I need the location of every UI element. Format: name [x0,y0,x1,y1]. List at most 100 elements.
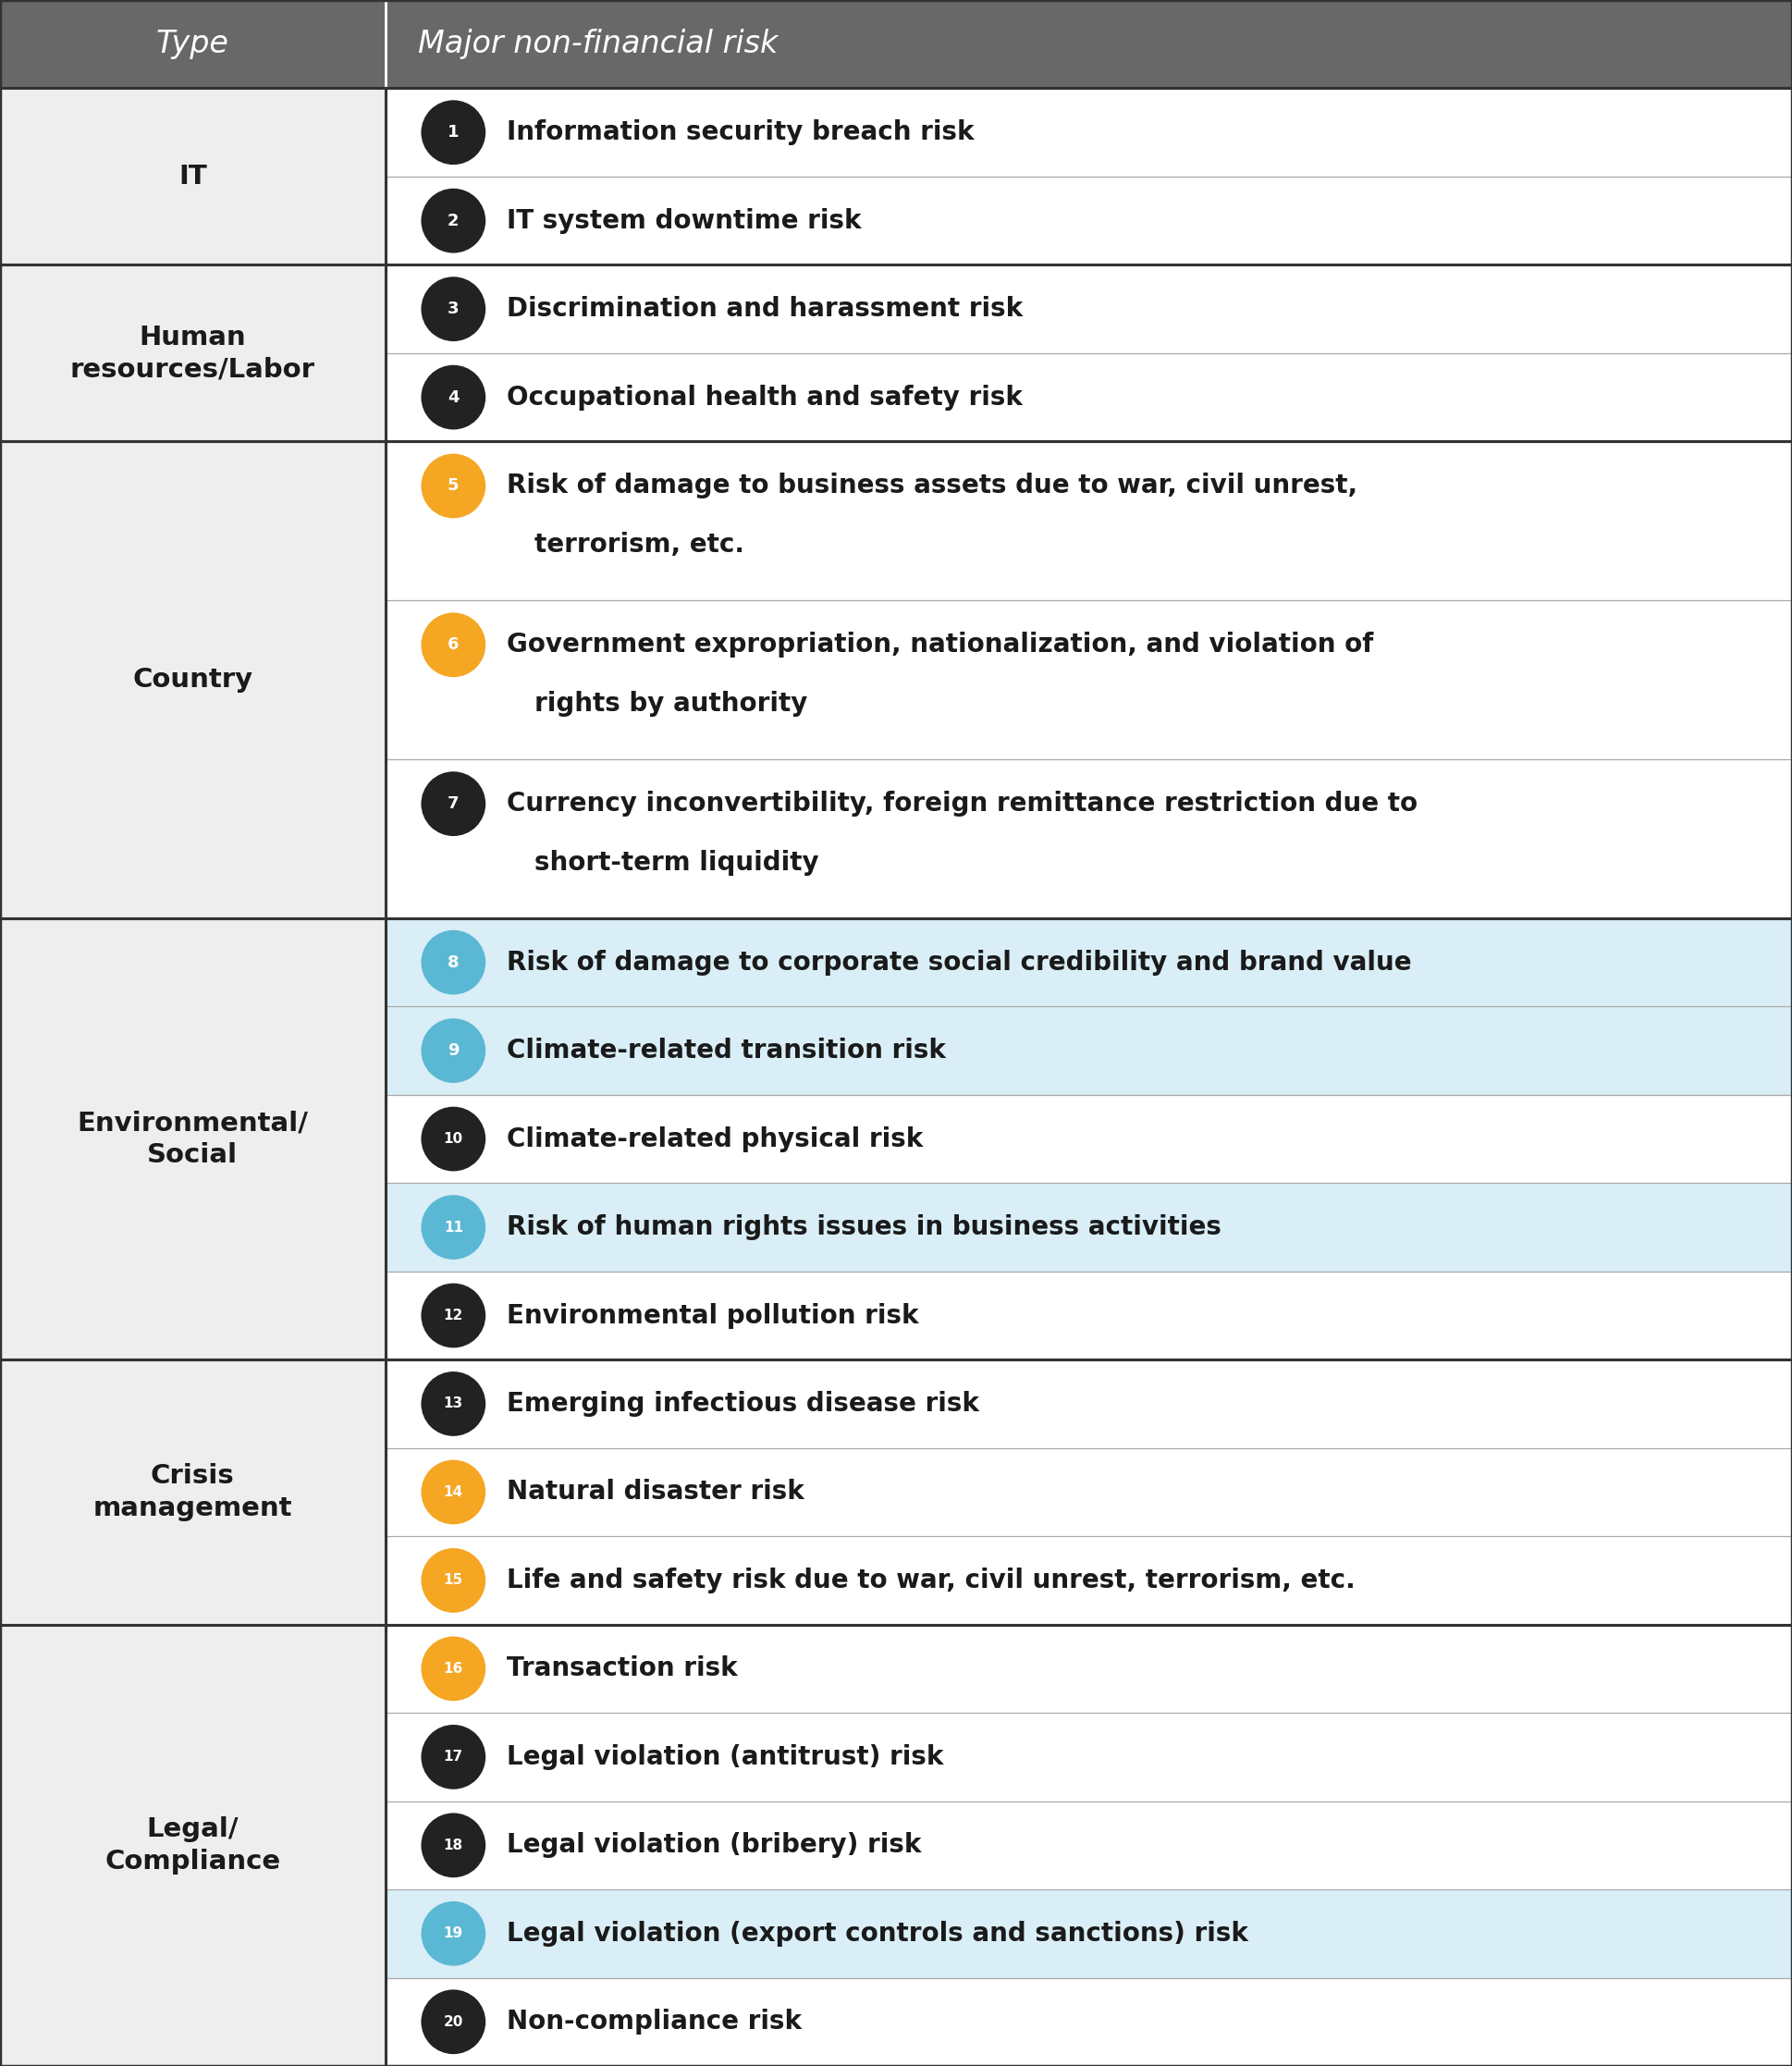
Bar [0,760,385,917]
Text: Type: Type [156,29,229,60]
Bar [385,1448,1792,1537]
Text: 12: 12 [444,1308,462,1322]
Text: Occupational health and safety risk: Occupational health and safety risk [507,384,1023,411]
Bar [385,1713,1792,1802]
Text: Legal violation (bribery) risk: Legal violation (bribery) risk [507,1833,921,1857]
Text: 14: 14 [444,1485,462,1500]
Bar [0,1184,385,1271]
Ellipse shape [421,1107,486,1171]
Text: Legal violation (export controls and sanctions) risk: Legal violation (export controls and san… [507,1921,1249,1946]
Ellipse shape [421,366,486,430]
Ellipse shape [421,99,486,165]
Ellipse shape [421,1547,486,1614]
Bar [385,1006,1792,1095]
Text: 6: 6 [448,636,459,653]
Bar [385,917,1792,1006]
Bar [385,89,1792,176]
Ellipse shape [421,277,486,341]
Text: Climate-related transition risk: Climate-related transition risk [507,1037,946,1064]
Text: 1: 1 [448,124,459,140]
Bar [0,1890,385,1977]
Text: 16: 16 [444,1661,462,1676]
Text: 7: 7 [448,795,459,812]
Text: Climate-related physical risk: Climate-related physical risk [507,1126,923,1153]
Text: 5: 5 [448,477,459,494]
Text: IT: IT [179,163,206,190]
Bar [0,917,385,1006]
Text: Country: Country [133,667,253,692]
Bar [385,1095,1792,1184]
Text: Non-compliance risk: Non-compliance risk [507,2008,803,2035]
Text: Information security breach risk: Information security breach risk [507,120,975,145]
Ellipse shape [421,614,486,678]
Text: Human
resources/Labor: Human resources/Labor [70,324,315,382]
Text: 8: 8 [448,954,459,971]
Bar [385,1802,1792,1890]
Bar [385,1271,1792,1359]
Text: Government expropriation, nationalization, and violation of: Government expropriation, nationalizatio… [507,632,1374,657]
Bar [0,1537,385,1624]
Bar [0,1713,385,1802]
Bar [385,1537,1792,1624]
Text: 11: 11 [444,1221,462,1233]
Bar [0,442,385,601]
Text: 9: 9 [448,1043,459,1060]
Text: 20: 20 [443,2014,464,2029]
Bar [385,760,1792,917]
Bar [0,1802,385,1890]
Bar [385,176,1792,264]
Text: short-term liquidity: short-term liquidity [534,849,819,876]
Ellipse shape [421,1901,486,1967]
Bar [0,1624,385,1713]
Text: Legal/
Compliance: Legal/ Compliance [104,1816,281,1874]
Text: Discrimination and harassment risk: Discrimination and harassment risk [507,295,1023,322]
Bar [0,1006,385,1095]
Bar [0,1448,385,1537]
Text: Natural disaster risk: Natural disaster risk [507,1479,805,1504]
Text: Risk of damage to business assets due to war, civil unrest,: Risk of damage to business assets due to… [507,473,1358,498]
Bar [0,176,385,264]
Ellipse shape [421,1194,486,1260]
Bar [385,1890,1792,1977]
Bar [385,1624,1792,1713]
Text: Emerging infectious disease risk: Emerging infectious disease risk [507,1390,980,1417]
Text: 2: 2 [448,213,459,229]
Ellipse shape [421,1636,486,1700]
Text: 4: 4 [448,388,459,405]
Ellipse shape [421,1990,486,2054]
Text: rights by authority: rights by authority [534,690,806,717]
Ellipse shape [421,455,486,519]
Text: 15: 15 [444,1574,462,1587]
Text: Life and safety risk due to war, civil unrest, terrorism, etc.: Life and safety risk due to war, civil u… [507,1568,1357,1593]
Bar [0,1359,385,1448]
Bar [385,601,1792,760]
Ellipse shape [421,1019,486,1083]
Text: 19: 19 [444,1928,462,1940]
Bar [0,264,385,353]
Bar [0,1095,385,1184]
Text: 10: 10 [444,1132,462,1147]
Text: Transaction risk: Transaction risk [507,1655,738,1682]
Ellipse shape [421,1725,486,1789]
Text: 18: 18 [444,1839,462,1853]
Bar [0,89,385,176]
Text: Risk of damage to corporate social credibility and brand value: Risk of damage to corporate social credi… [507,950,1412,975]
Bar [385,353,1792,442]
Bar [0,353,385,442]
Ellipse shape [421,930,486,994]
Text: Legal violation (antitrust) risk: Legal violation (antitrust) risk [507,1744,944,1771]
Bar [385,1184,1792,1271]
Text: 17: 17 [444,1750,462,1764]
Bar [0,1977,385,2066]
Bar [385,264,1792,353]
Ellipse shape [421,1814,486,1878]
Ellipse shape [421,1461,486,1525]
Bar [0,0,1792,89]
Text: Crisis
management: Crisis management [93,1463,292,1521]
Ellipse shape [421,771,486,837]
Bar [385,1977,1792,2066]
Bar [0,1271,385,1359]
Text: 3: 3 [448,302,459,318]
Bar [0,601,385,760]
Text: terrorism, etc.: terrorism, etc. [534,531,744,558]
